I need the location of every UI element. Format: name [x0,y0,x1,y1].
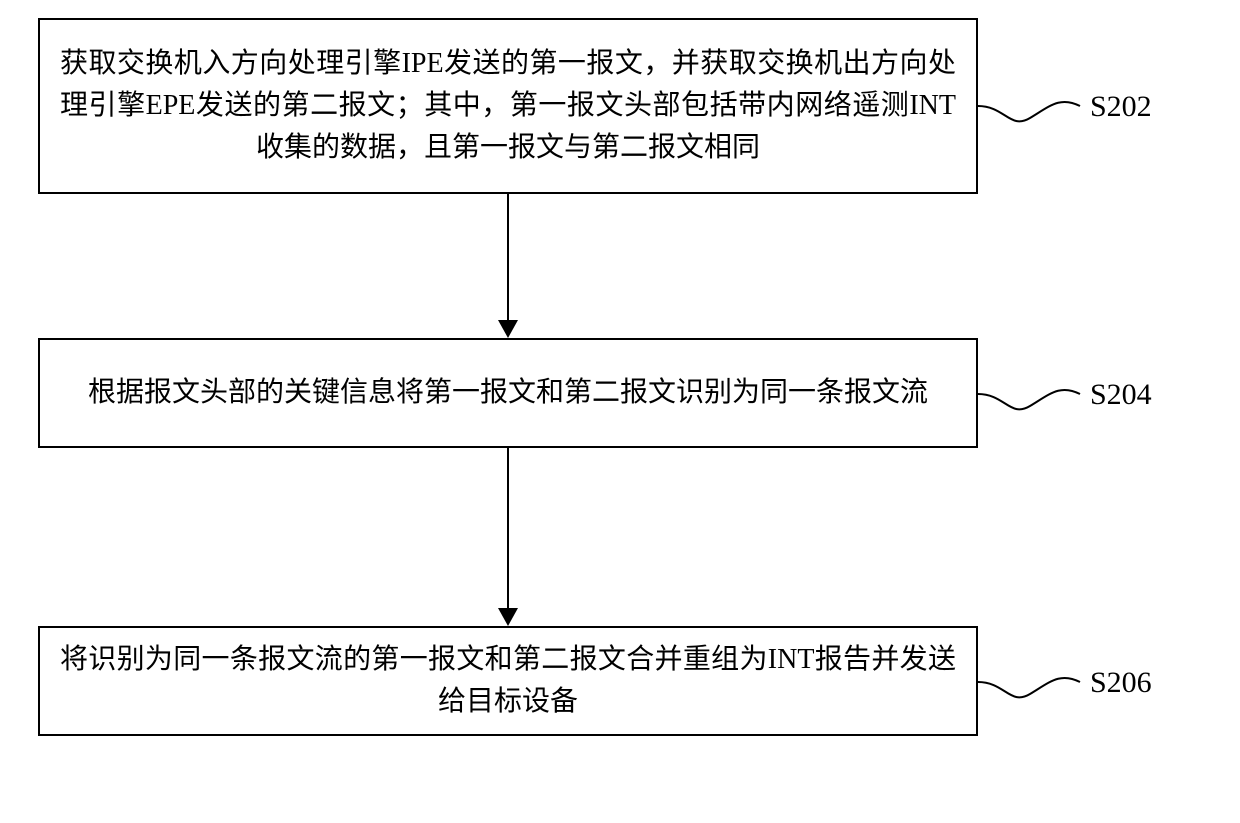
wavy-connector-s206 [0,0,1240,823]
